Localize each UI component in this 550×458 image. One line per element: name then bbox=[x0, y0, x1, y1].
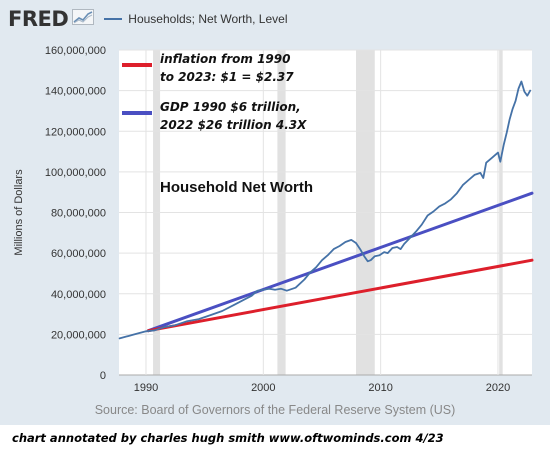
chart-header: FRED Households; Net Worth, Level bbox=[8, 6, 288, 32]
x-tick-label: 1990 bbox=[134, 382, 158, 394]
fred-logo[interactable]: FRED bbox=[8, 7, 69, 31]
y-axis-label: Millions of Dollars bbox=[13, 169, 25, 256]
net-worth-line[interactable] bbox=[118, 80, 532, 340]
y-tick-label: 20,000,000 bbox=[51, 329, 106, 341]
y-tick-label: 100,000,000 bbox=[45, 167, 106, 179]
gdp-annotation-line2: 2022 $26 trillion 4.3X bbox=[160, 118, 307, 132]
inflation-trend-line[interactable] bbox=[146, 258, 534, 333]
legend-swatch bbox=[104, 18, 123, 20]
y-tick-label: 0 bbox=[100, 370, 106, 382]
y-tick-labels: 0 20,000,000 40,000,000 60,000,000 80,000,00… bbox=[45, 45, 106, 382]
fred-chart-icon bbox=[72, 8, 95, 30]
y-tick-label: 80,000,000 bbox=[51, 208, 106, 220]
y-tick-label: 60,000,000 bbox=[51, 248, 106, 260]
inflation-annotation-line2: to 2023: $1 = $2.37 bbox=[160, 70, 294, 84]
y-tick-label: 140,000,000 bbox=[45, 86, 106, 98]
x-tick-labels: 1990 2000 2010 2020 bbox=[134, 382, 510, 394]
gdp-annotation-line1: GDP 1990 $6 trillion, bbox=[160, 100, 301, 114]
series-lines bbox=[118, 80, 534, 340]
x-tick-label: 2000 bbox=[251, 382, 275, 394]
chart-svg: 0 20,000,000 40,000,000 60,000,000 80,000,00… bbox=[13, 45, 534, 394]
gdp-trend-line[interactable] bbox=[146, 191, 534, 333]
annotation-credit: chart annotated by charles hugh smith ww… bbox=[12, 431, 444, 445]
household-net-worth-label: Household Net Worth bbox=[160, 179, 313, 196]
x-tick-label: 2020 bbox=[486, 382, 510, 394]
inflation-annotation-line1: inflation from 1990 bbox=[160, 52, 290, 66]
y-tick-label: 40,000,000 bbox=[51, 289, 106, 301]
x-tick-label: 2010 bbox=[368, 382, 392, 394]
source-note[interactable]: Source: Board of Governors of the Federa… bbox=[94, 403, 456, 417]
gridlines bbox=[119, 49, 532, 376]
series-title[interactable]: Households; Net Worth, Level bbox=[128, 12, 288, 26]
y-tick-label: 120,000,000 bbox=[45, 126, 106, 138]
y-tick-label: 160,000,000 bbox=[45, 45, 106, 57]
